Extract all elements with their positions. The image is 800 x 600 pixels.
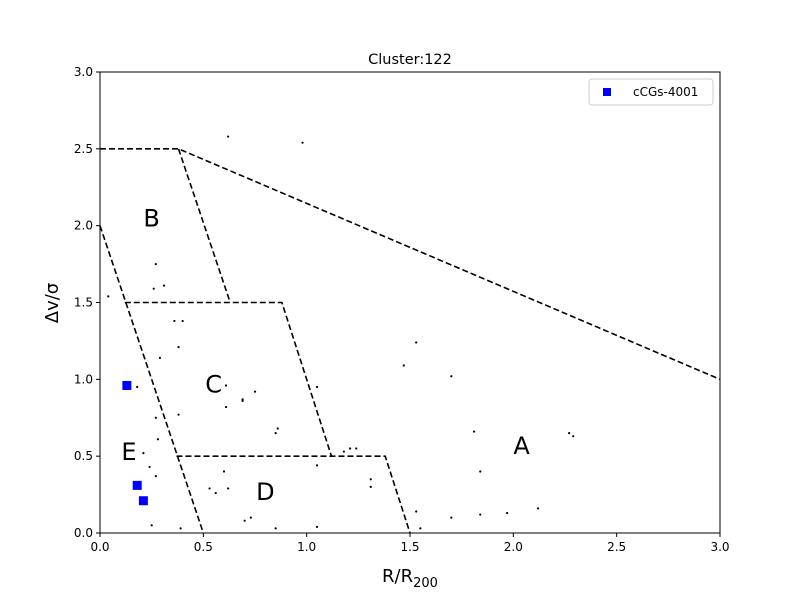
y-tick-label: 1.0 bbox=[74, 372, 93, 386]
member-point bbox=[181, 319, 184, 323]
axis-ticks: 0.0 0.5 1.0 1.5 2.0 2.5 3.0 0.0 0.5 1.0 1.5 2.0 2.5 3… bbox=[74, 65, 730, 554]
legend: cCGs-4001 bbox=[588, 78, 714, 106]
member-point bbox=[152, 287, 155, 290]
member-point bbox=[253, 390, 257, 393]
member-point bbox=[479, 513, 482, 516]
member-point bbox=[208, 487, 211, 490]
member-point bbox=[479, 470, 482, 473]
region-label-b: B bbox=[143, 205, 159, 233]
member-point bbox=[402, 364, 405, 367]
member-point bbox=[342, 450, 345, 453]
region-label-c: C bbox=[205, 370, 222, 398]
member-point bbox=[227, 135, 230, 138]
member-point bbox=[158, 356, 162, 359]
x-axis-label-subscript: 200 bbox=[413, 576, 438, 591]
member-point bbox=[222, 470, 226, 473]
x-axis-label-main: R/R bbox=[382, 566, 413, 587]
member-point bbox=[156, 438, 159, 441]
y-axis-label: Δv/σ bbox=[42, 283, 63, 323]
member-point bbox=[150, 524, 153, 527]
member-point bbox=[315, 385, 319, 389]
legend-label: cCGs-4001 bbox=[633, 85, 698, 99]
member-point bbox=[177, 345, 180, 349]
member-point bbox=[241, 398, 244, 401]
member-point bbox=[274, 432, 277, 435]
member-point bbox=[249, 516, 252, 519]
x-tick-label: 2.5 bbox=[607, 540, 626, 554]
member-point bbox=[177, 413, 180, 416]
ccg-point bbox=[122, 380, 132, 390]
x-tick-label: 2.0 bbox=[504, 540, 523, 554]
member-point bbox=[369, 485, 372, 488]
x-tick-label: 1.5 bbox=[400, 540, 419, 554]
member-point bbox=[276, 427, 279, 430]
x-tick-label: 3.0 bbox=[710, 540, 729, 554]
member-point bbox=[243, 519, 246, 522]
member-point bbox=[415, 341, 418, 344]
member-point bbox=[450, 516, 453, 519]
x-tick-label: 0.0 bbox=[90, 540, 109, 554]
member-point bbox=[224, 405, 228, 409]
y-tick-label: 2.5 bbox=[74, 142, 93, 156]
member-point bbox=[419, 527, 422, 530]
member-point bbox=[154, 262, 157, 266]
member-point bbox=[227, 487, 230, 490]
member-point bbox=[369, 478, 372, 481]
y-tick-label: 2.0 bbox=[74, 219, 93, 233]
member-point bbox=[136, 385, 139, 389]
member-point bbox=[315, 464, 319, 467]
member-point bbox=[415, 510, 418, 513]
region-boundary-2 bbox=[177, 148, 231, 303]
y-tick-label: 0.0 bbox=[74, 526, 93, 540]
member-point bbox=[154, 475, 157, 478]
member-point bbox=[355, 447, 358, 450]
x-tick-label: 0.5 bbox=[194, 540, 213, 554]
member-point bbox=[214, 491, 217, 495]
member-point bbox=[224, 384, 228, 387]
member-point bbox=[301, 141, 304, 144]
region-boundary-4 bbox=[124, 301, 333, 457]
region-label-a: A bbox=[513, 432, 530, 460]
x-axis-label: R/R200 bbox=[382, 566, 438, 591]
member-point bbox=[450, 375, 453, 378]
plot-area: A B C D E bbox=[99, 135, 721, 534]
legend-marker bbox=[603, 88, 611, 96]
member-point bbox=[506, 511, 509, 515]
y-tick-label: 3.0 bbox=[74, 65, 93, 79]
y-tick-label: 0.5 bbox=[74, 449, 93, 463]
region-label-d: D bbox=[256, 478, 274, 506]
region-boundary-3 bbox=[99, 225, 205, 534]
region-label-e: E bbox=[121, 438, 136, 466]
ccg-point bbox=[132, 480, 142, 490]
member-point bbox=[568, 432, 571, 435]
member-point bbox=[472, 430, 476, 433]
member-point bbox=[107, 295, 110, 298]
member-point bbox=[179, 527, 182, 530]
region-boundary-5 bbox=[176, 455, 411, 534]
region-boundary-1 bbox=[100, 148, 721, 381]
member-point bbox=[142, 451, 145, 455]
member-point bbox=[241, 399, 244, 402]
member-point bbox=[315, 525, 319, 528]
member-point bbox=[154, 416, 157, 419]
member-point bbox=[572, 435, 575, 438]
x-tick-label: 1.0 bbox=[297, 540, 316, 554]
legend-box bbox=[588, 78, 714, 106]
chart-title: Cluster:122 bbox=[368, 52, 452, 68]
member-point bbox=[537, 507, 540, 510]
ccg-point bbox=[138, 496, 148, 506]
member-point bbox=[173, 319, 176, 323]
member-point bbox=[162, 284, 166, 287]
member-point bbox=[148, 465, 151, 469]
member-point bbox=[348, 447, 352, 450]
member-point bbox=[274, 527, 277, 530]
y-tick-label: 1.5 bbox=[74, 296, 93, 310]
